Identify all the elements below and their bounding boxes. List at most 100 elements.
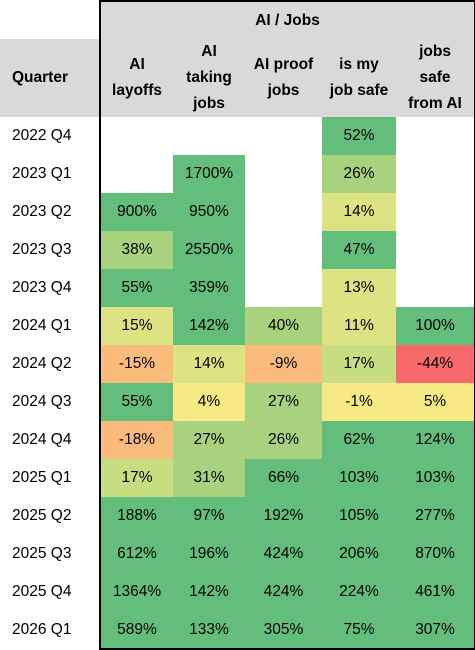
value-cell: [245, 155, 322, 193]
value-cell: 4%: [173, 383, 245, 421]
value-cell: -1%: [322, 383, 396, 421]
column-header-line: is my: [339, 56, 379, 73]
value-cell: 2550%: [173, 231, 245, 269]
value-cell: 307%: [396, 611, 475, 650]
table-title: AI / Jobs: [98, 0, 475, 39]
value-cell: 5%: [396, 383, 475, 421]
quarter-label: 2024 Q3: [0, 383, 100, 421]
value-cell: 103%: [322, 459, 396, 497]
column-header-line: taking: [186, 69, 232, 86]
value-cell: 11%: [322, 307, 396, 345]
value-cell: [99, 155, 173, 193]
table-row: 2025 Q4 1364% 142% 424% 224% 461%: [0, 573, 475, 611]
group-header-row: AI / Jobs: [0, 0, 475, 39]
value-cell: 461%: [396, 573, 475, 611]
value-cell: 14%: [173, 345, 245, 383]
value-cell: 142%: [173, 307, 245, 345]
quarter-column-header: Quarter: [0, 39, 100, 117]
table-row: 2022 Q4 52%: [0, 117, 475, 155]
value-cell: 612%: [99, 535, 173, 573]
table-row: 2024 Q1 15% 142% 40% 11% 100%: [0, 307, 475, 345]
value-cell: [396, 269, 475, 307]
table-row: 2023 Q1 1700% 26%: [0, 155, 475, 193]
quarter-label: 2025 Q1: [0, 459, 100, 497]
value-cell: 424%: [245, 573, 322, 611]
column-header-row: Quarter AI layoffs AI taking jobs AI proof j…: [0, 39, 475, 117]
value-cell: 55%: [99, 269, 173, 307]
value-cell: -9%: [245, 345, 322, 383]
quarter-label: 2025 Q2: [0, 497, 100, 535]
value-cell: 26%: [322, 155, 396, 193]
column-header-line: jobs: [193, 95, 225, 112]
table-row: 2023 Q3 38% 2550% 47%: [0, 231, 475, 269]
table-row: 2024 Q2 -15% 14% -9% 17% -44%: [0, 345, 475, 383]
column-header-line: AI proof: [253, 56, 314, 73]
value-cell: -18%: [99, 421, 173, 459]
value-cell: 124%: [396, 421, 475, 459]
table-row: 2023 Q2 900% 950% 14%: [0, 193, 475, 231]
value-cell: 900%: [99, 193, 173, 231]
column-header-line: AI: [201, 43, 217, 60]
column-header-line: jobs: [267, 82, 300, 99]
value-cell: 17%: [322, 345, 396, 383]
value-cell: 1364%: [99, 573, 173, 611]
value-cell: 100%: [396, 307, 475, 345]
column-header-is-my-job-safe: is my job safe: [322, 39, 396, 117]
value-cell: [245, 193, 322, 231]
value-cell: 75%: [322, 611, 396, 650]
column-header-ai-layoffs: AI layoffs: [99, 39, 173, 117]
value-cell: 13%: [322, 269, 396, 307]
quarter-label: 2023 Q4: [0, 269, 100, 307]
quarter-label: 2023 Q2: [0, 193, 100, 231]
value-cell: 277%: [396, 497, 475, 535]
value-cell: 589%: [99, 611, 173, 650]
value-cell: 14%: [322, 193, 396, 231]
column-header-jobs-safe-from-ai: jobs safe from AI: [396, 39, 475, 117]
value-cell: 105%: [322, 497, 396, 535]
quarter-label: 2022 Q4: [0, 117, 100, 155]
value-cell: 188%: [99, 497, 173, 535]
table-row: 2025 Q3 612% 196% 424% 206% 870%: [0, 535, 475, 573]
value-cell: -44%: [396, 345, 475, 383]
value-cell: [396, 117, 475, 155]
value-cell: -15%: [99, 345, 173, 383]
quarter-label: 2024 Q1: [0, 307, 100, 345]
table-row: 2025 Q2 188% 97% 192% 105% 277%: [0, 497, 475, 535]
value-cell: 15%: [99, 307, 173, 345]
column-header-line: AI: [129, 56, 145, 73]
value-cell: 66%: [245, 459, 322, 497]
value-cell: 17%: [99, 459, 173, 497]
quarter-label: 2024 Q2: [0, 345, 100, 383]
table-row: 2025 Q1 17% 31% 66% 103% 103%: [0, 459, 475, 497]
quarter-label: 2026 Q1: [0, 611, 100, 649]
table-row: 2026 Q1 589% 133% 305% 75% 307%: [0, 611, 475, 650]
value-cell: 206%: [322, 535, 396, 573]
value-cell: 870%: [396, 535, 475, 573]
quarter-label: 2024 Q4: [0, 421, 100, 459]
table-body: 2022 Q4 52% 2023 Q1 1700% 26% 2023 Q2 900% 950%…: [0, 117, 475, 650]
value-cell: [245, 117, 322, 155]
value-cell: [396, 193, 475, 231]
value-cell: [396, 155, 475, 193]
value-cell: 31%: [173, 459, 245, 497]
value-cell: 224%: [322, 573, 396, 611]
value-cell: [99, 117, 173, 155]
value-cell: 38%: [99, 231, 173, 269]
value-cell: 26%: [245, 421, 322, 459]
column-header-line: job safe: [329, 82, 389, 99]
value-cell: 1700%: [173, 155, 245, 193]
column-header-line: safe: [419, 69, 451, 86]
table-row: 2024 Q4 -18% 27% 26% 62% 124%: [0, 421, 475, 459]
value-cell: 52%: [322, 117, 396, 155]
value-cell: 192%: [245, 497, 322, 535]
value-cell: 142%: [173, 573, 245, 611]
value-cell: 47%: [322, 231, 396, 269]
value-cell: 305%: [245, 611, 322, 650]
table-row: 2023 Q4 55% 359% 13%: [0, 269, 475, 307]
quarter-label: 2025 Q4: [0, 573, 100, 611]
value-cell: 424%: [245, 535, 322, 573]
value-cell: 40%: [245, 307, 322, 345]
value-cell: 27%: [245, 383, 322, 421]
column-header-line: layoffs: [112, 82, 162, 99]
